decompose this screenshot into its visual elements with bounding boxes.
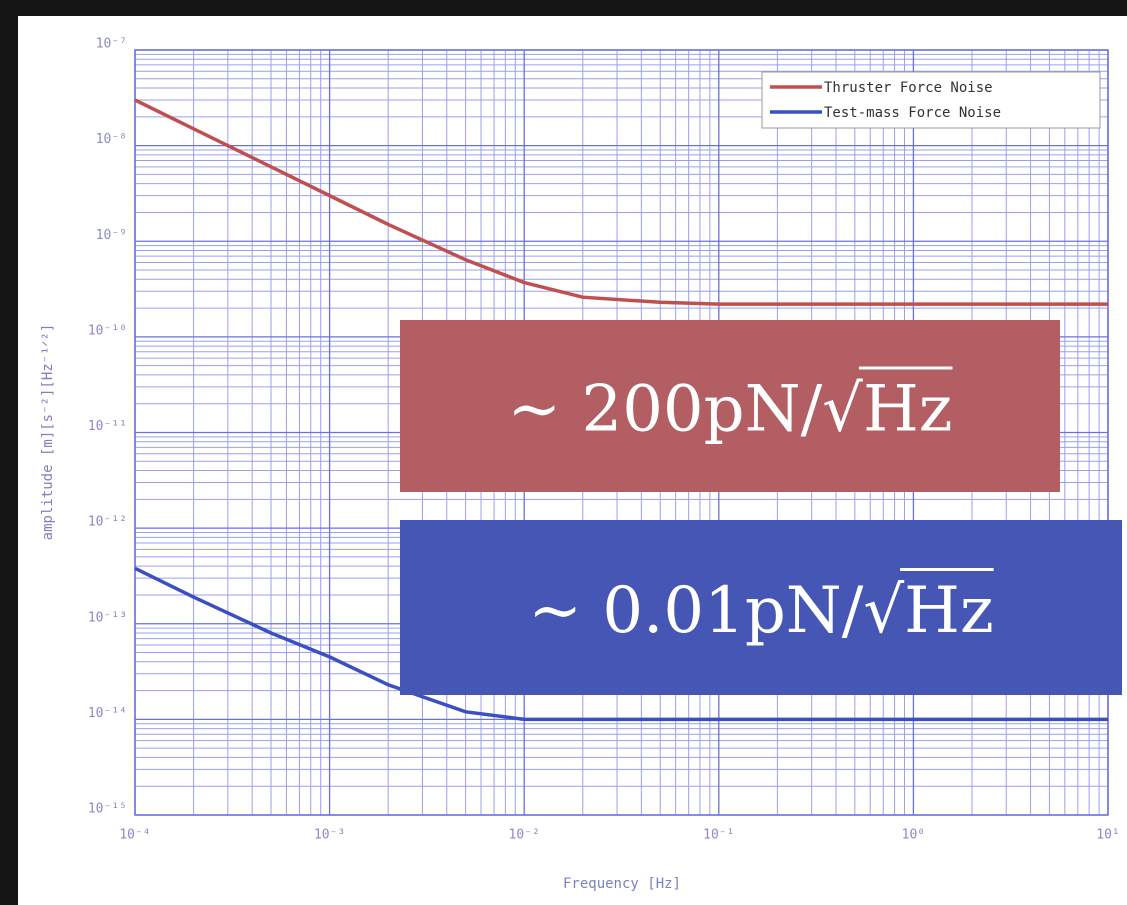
y-tick-label: 10⁻¹³ xyxy=(88,610,127,625)
annotation-box xyxy=(400,520,1122,695)
y-tick-label: 10⁻¹⁴ xyxy=(88,706,127,721)
series-line xyxy=(134,98,1108,306)
legend-label: Test-mass Force Noise xyxy=(824,105,1001,121)
x-tick-label: 10¹ xyxy=(1096,828,1119,843)
series-line xyxy=(134,566,1108,722)
y-tick-label: 10⁻⁹ xyxy=(96,228,127,243)
annotation-text: ∼ 200pN/√Hz xyxy=(508,373,953,447)
annotation-text: ∼ 0.01pN/√Hz xyxy=(528,574,993,648)
x-tick-label: 10⁻⁴ xyxy=(119,828,150,843)
plot-frame xyxy=(134,49,1109,816)
annotation-box xyxy=(400,320,1060,492)
x-axis-label: Frequency [Hz] xyxy=(563,876,681,892)
x-tick-label: 10⁻³ xyxy=(314,828,345,843)
y-tick-label: 10⁻¹⁰ xyxy=(88,323,127,338)
y-tick-label: 10⁻⁸ xyxy=(96,132,127,147)
x-tick-label: 10⁻¹ xyxy=(703,828,734,843)
x-tick-label: 10⁰ xyxy=(902,828,925,843)
y-tick-label: 10⁻¹² xyxy=(88,515,127,530)
legend-label: Thruster Force Noise xyxy=(824,80,993,96)
y-tick-label: 10⁻⁷ xyxy=(96,37,127,52)
legend-box xyxy=(761,71,1101,129)
y-tick-label: 10⁻¹¹ xyxy=(88,419,127,434)
y-axis-label: amplitude [m][s⁻²][Hz⁻¹ᐟ²] xyxy=(40,324,56,541)
y-tick-label: 10⁻¹⁵ xyxy=(88,802,127,817)
x-tick-label: 10⁻² xyxy=(509,828,540,843)
legend: Thruster Force Noise Test-mass Force Nois… xyxy=(761,71,1101,129)
